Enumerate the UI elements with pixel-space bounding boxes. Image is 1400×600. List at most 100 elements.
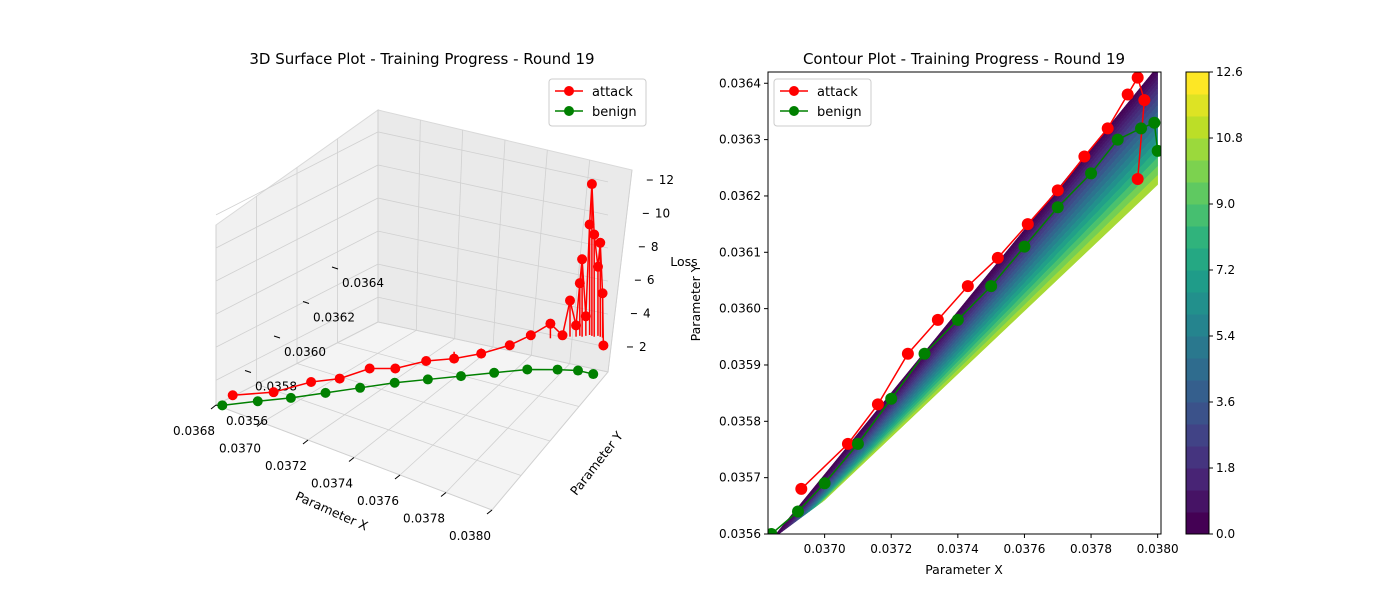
contour-point-attack (1101, 122, 1114, 135)
colorbar-level (1186, 226, 1209, 249)
colorbar-level (1186, 182, 1209, 205)
contour-y-tick-label: 0.0359 (719, 358, 761, 372)
legend-label-benign: benign (817, 105, 862, 120)
contour-x-tick-label: 0.0378 (1070, 542, 1112, 556)
colorbar-level (1186, 424, 1209, 447)
contour-xlabel: Parameter X (925, 562, 1003, 577)
point-benign (320, 387, 331, 398)
y-tick-mark (273, 335, 281, 339)
contour-point-attack (1021, 218, 1034, 231)
wall-grid-x (492, 139, 506, 348)
legend-label-benign: benign (592, 105, 637, 120)
point-benign (285, 392, 296, 403)
contour-y-tick-label: 0.0358 (719, 414, 761, 428)
contour-x-tick-label: 0.0380 (1137, 542, 1179, 556)
colorbar-tick-label: 1.8 (1216, 461, 1235, 475)
contour-point-attack (871, 398, 884, 411)
point-benign (552, 364, 563, 375)
colorbar-level (1186, 72, 1209, 95)
point-benign (355, 382, 366, 393)
contour-x-tick-label: 0.0372 (870, 542, 912, 556)
point-attack (390, 363, 401, 374)
colorbar-tick-label: 3.6 (1216, 395, 1235, 409)
legend-marker-benign (789, 106, 799, 116)
colorbar: 0.0 1.8 3.6 5.4 7.2 9.0 10.8 12.6 (1185, 65, 1243, 541)
series-3d (217, 179, 609, 411)
contour-fill (775, 72, 1158, 534)
contour-point-benign (1018, 240, 1031, 253)
contour-point-attack (1131, 72, 1144, 84)
point-benign (588, 369, 599, 380)
wall-grid-z (215, 197, 379, 282)
z-tick-label: 8 (651, 240, 659, 254)
wall-grid-z (377, 164, 609, 216)
surface3d-ylabel: Parameter Y (567, 428, 626, 498)
z-tick-label: 12 (659, 173, 674, 187)
contour-point-benign (1085, 167, 1098, 180)
contour-point-benign (1051, 201, 1064, 214)
wall-grid-z (215, 230, 379, 315)
point-attack (364, 363, 375, 374)
contour-point-benign (985, 280, 998, 293)
x-tick-mark (486, 509, 493, 515)
x-tick-mark (302, 439, 309, 445)
colorbar-tick-label: 0.0 (1216, 527, 1235, 541)
contour-title: Contour Plot - Training Progress - Round… (803, 50, 1125, 68)
floor-grid-y (377, 321, 609, 373)
z-tick-label: 2 (639, 340, 647, 354)
contour-point-benign (951, 313, 964, 326)
x-tick-label: 0.0372 (265, 459, 307, 473)
colorbar-level (1186, 358, 1209, 381)
contour-point-attack (1138, 94, 1151, 107)
legend-marker-benign (564, 106, 574, 116)
point-attack (306, 377, 317, 388)
colorbar-level (1186, 512, 1209, 535)
surface3d-title: 3D Surface Plot - Training Progress - Ro… (249, 50, 594, 68)
wall-grid-z (377, 197, 609, 249)
legend-marker-attack (789, 86, 799, 96)
colorbar-tick-label: 10.8 (1216, 131, 1243, 145)
y-tick-label: 0.0364 (342, 276, 384, 290)
contour-axes: 0.0370 0.0372 0.0374 0.0376 0.0378 0.0380 0.03… (719, 76, 1179, 556)
contour-legend: attack benign (773, 78, 872, 127)
wall-grid-z (377, 296, 609, 348)
colorbar-level (1186, 336, 1209, 359)
point-attack (227, 390, 238, 401)
contour-y-tick-label: 0.0362 (719, 189, 761, 203)
point-benign (489, 367, 500, 378)
x-tick-label: 0.0380 (449, 529, 491, 543)
contour-y-tick-label: 0.0364 (719, 76, 761, 90)
point-attack (421, 356, 432, 367)
x-tick-mark (256, 422, 263, 427)
contour-point-benign (1135, 122, 1148, 135)
wall-grid-z (377, 230, 609, 282)
contour-point-benign (851, 437, 864, 450)
y-tick-mark (244, 370, 252, 373)
z-tick-label: 6 (647, 273, 655, 287)
y-tick-label: 0.0360 (284, 345, 326, 359)
contour-point-attack (841, 437, 854, 450)
colorbar-level (1186, 292, 1209, 315)
x-tick-mark (440, 492, 447, 497)
contour-point-attack (991, 251, 1004, 264)
colorbar-level (1186, 94, 1209, 117)
legend-label-attack: attack (817, 85, 858, 100)
x-tick-label: 0.0376 (357, 494, 399, 508)
colorbar-level (1186, 248, 1209, 271)
wall-grid-z (215, 296, 379, 381)
colorbar-level (1186, 116, 1209, 139)
y-tick-mark (302, 301, 310, 304)
colorbar-level (1186, 314, 1209, 337)
point-benign (456, 371, 466, 382)
colorbar-tick-label: 9.0 (1216, 197, 1235, 211)
colorbar-level (1186, 490, 1209, 513)
contour-y-tick-label: 0.0357 (719, 471, 761, 485)
x-tick-label: 0.0374 (311, 477, 353, 491)
point-benign (389, 377, 400, 388)
colorbar-level (1186, 270, 1209, 293)
colorbar-level (1186, 402, 1209, 425)
contour-point-benign (885, 392, 898, 405)
contour-point-benign (818, 477, 831, 490)
contour-point-benign (768, 528, 778, 534)
surface3d-panel: 3D Surface Plot - Training Progress - Ro… (173, 50, 698, 543)
